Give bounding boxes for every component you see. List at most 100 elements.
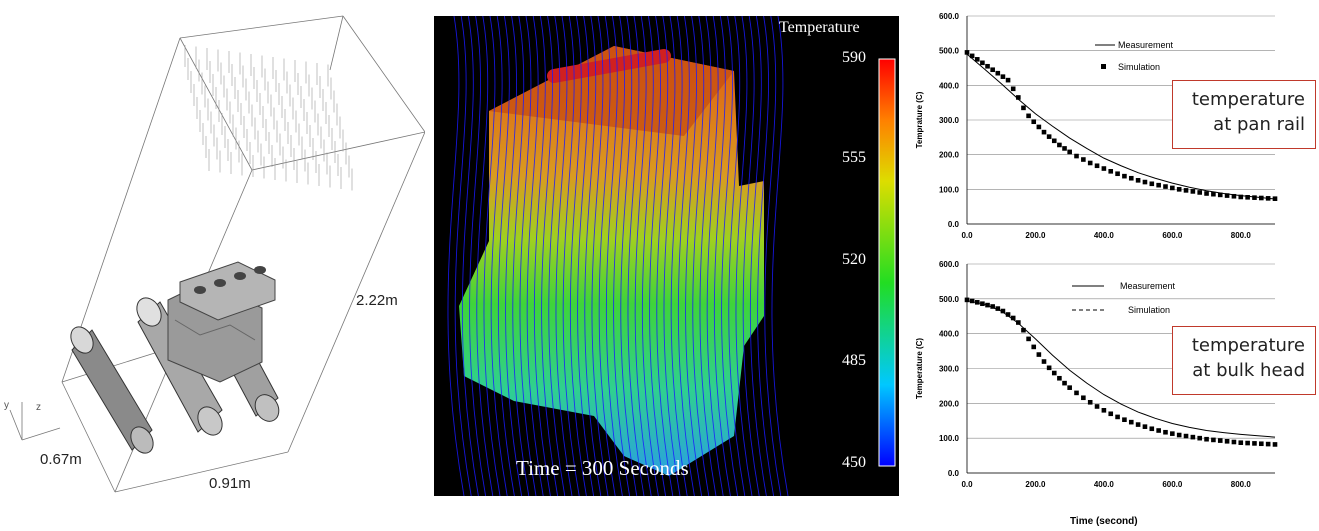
legend-label: Measurement xyxy=(1120,281,1176,291)
streamline xyxy=(685,16,703,496)
dimension-width-label: 0.91m xyxy=(209,475,251,492)
y-tick-label: 400.0 xyxy=(939,330,960,339)
simulation-marker xyxy=(990,304,995,309)
simulation-marker xyxy=(1057,375,1062,381)
streamline xyxy=(490,16,508,496)
temperature-contour-panel: Temperature 590 555 520 485 450 Time = 3… xyxy=(434,16,899,496)
simulation-marker xyxy=(974,300,980,305)
x-tick-label: 800.0 xyxy=(1231,480,1252,489)
dimension-depth-label: 0.67m xyxy=(40,451,82,468)
simulation-marker xyxy=(1031,119,1037,125)
simulation-marker xyxy=(1149,181,1155,187)
simulation-marker xyxy=(1204,436,1209,442)
streamline xyxy=(641,16,659,496)
simulation-marker xyxy=(1224,193,1230,198)
dimension-height-label: 2.22m xyxy=(356,292,398,309)
color-bar-tick: 520 xyxy=(842,251,866,268)
y-tick-label: 100.0 xyxy=(939,185,960,194)
simulation-marker xyxy=(1026,336,1031,342)
simulation-marker xyxy=(1245,440,1250,446)
simulation-marker xyxy=(1051,138,1057,144)
simulation-marker xyxy=(1000,74,1006,79)
simulation-marker xyxy=(1259,441,1264,447)
simulation-marker xyxy=(1197,190,1203,195)
simulation-marker xyxy=(980,60,985,66)
color-bar-tick: 555 xyxy=(842,149,866,166)
simulation-marker xyxy=(1176,187,1182,192)
streamline xyxy=(699,16,717,496)
streamline xyxy=(656,16,674,496)
simulation-marker xyxy=(1074,390,1079,396)
simulation-marker xyxy=(1197,435,1203,441)
simulation-marker xyxy=(1217,192,1223,198)
streamline xyxy=(620,16,638,496)
simulation-marker xyxy=(985,302,990,308)
simulation-marker xyxy=(1149,426,1155,432)
simulation-marker xyxy=(1031,344,1037,350)
streamline xyxy=(569,16,587,496)
simulation-marker xyxy=(1026,113,1031,119)
simulation-marker xyxy=(969,53,975,59)
domain-wireframe: y z xyxy=(4,15,425,493)
x-tick-label: 600.0 xyxy=(1162,480,1183,489)
streamline xyxy=(469,16,487,496)
simulation-marker xyxy=(1176,432,1182,438)
streamlines xyxy=(447,16,789,496)
simulation-marker xyxy=(1062,146,1067,151)
simulation-marker xyxy=(1183,188,1189,193)
simulation-marker xyxy=(1010,315,1016,321)
simulation-marker xyxy=(1156,182,1161,188)
simulation-marker xyxy=(1245,195,1250,200)
legend-label: Measurement xyxy=(1118,40,1174,50)
simulation-marker xyxy=(1163,184,1168,189)
simulation-marker xyxy=(1101,166,1107,171)
simulation-marker xyxy=(1204,191,1209,196)
simulation-marker xyxy=(1094,163,1100,169)
color-bar-title: Temperature xyxy=(779,19,860,36)
simulation-marker xyxy=(1142,424,1148,429)
simulation-marker xyxy=(1170,431,1175,436)
axis-triad xyxy=(9,402,61,441)
bulk-head-annotation: temperature at bulk head xyxy=(1172,326,1316,395)
simulation-marker xyxy=(1217,438,1223,443)
time-label: Time = 300 Seconds xyxy=(516,456,689,480)
y-tick-label: 100.0 xyxy=(939,434,960,443)
simulation-marker xyxy=(1094,404,1100,409)
simulation-marker xyxy=(969,298,975,304)
streamline xyxy=(677,16,695,496)
simulation-marker xyxy=(1252,195,1257,200)
streamline xyxy=(476,16,494,496)
streamline xyxy=(627,16,645,496)
simulation-marker xyxy=(1122,173,1127,179)
bulk-head-temperature-chart: 0.0 100.0 200.0 300.0 400.0 500.0 600.0 0.0 200.… xyxy=(915,260,1278,489)
streamline xyxy=(706,16,724,496)
simulation-marker xyxy=(1041,359,1047,364)
simulation-marker xyxy=(1265,441,1271,447)
y-tick-label: 600.0 xyxy=(939,12,960,21)
simulation-marker xyxy=(1231,193,1237,199)
streamline xyxy=(771,16,789,496)
simulation-marker xyxy=(1259,195,1264,201)
annotation-line: temperature xyxy=(1191,89,1305,110)
simulation-marker xyxy=(990,67,995,73)
simulation-marker xyxy=(1265,196,1271,201)
simulation-marker xyxy=(1108,411,1114,417)
x-tick-label: 400.0 xyxy=(1094,480,1115,489)
color-bar-tick: 485 xyxy=(842,352,866,369)
simulation-marker xyxy=(1135,178,1141,183)
streamline xyxy=(526,16,544,496)
simulation-marker xyxy=(1010,86,1016,92)
streamline xyxy=(742,16,760,496)
streamline xyxy=(533,16,551,496)
simulation-marker xyxy=(1005,77,1011,83)
pan-rail-annotation: temperature at pan rail xyxy=(1172,80,1316,149)
streamline xyxy=(555,16,573,496)
legend-label: Simulation xyxy=(1128,305,1170,315)
simulation-marker xyxy=(1087,160,1093,166)
color-bar-tick: 450 xyxy=(842,454,866,471)
simulation-marker xyxy=(1238,194,1244,200)
streamline xyxy=(591,16,609,496)
simulation-marker xyxy=(1016,320,1021,325)
simulation-marker xyxy=(1190,434,1196,440)
inlet-arrows xyxy=(184,45,353,191)
